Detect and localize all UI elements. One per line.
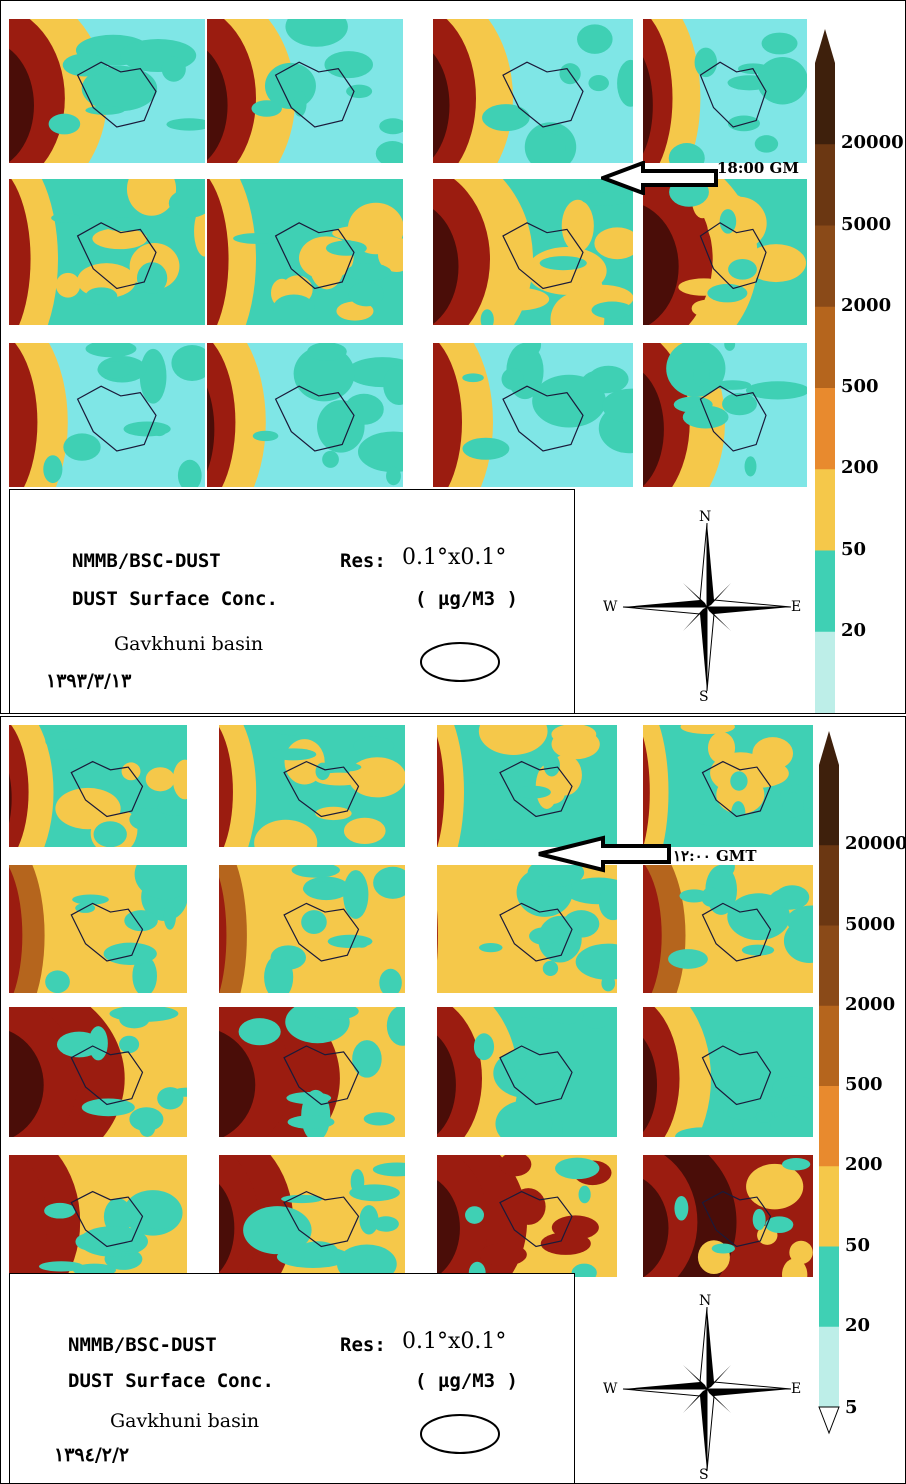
dust-map-thumbnail [219,1007,405,1137]
product-name: DUST Surface Conc. [68,1370,274,1392]
scale-tick-label: 50 [845,1234,871,1256]
scale-tick-label: 5000 [845,913,896,935]
dust-map-thumbnail [437,865,617,993]
dust-map-thumbnail [643,865,813,993]
dust-map-thumbnail [207,343,403,487]
dust-map-thumbnail [9,19,205,163]
dust-map-thumbnail [643,1155,813,1277]
compass-e: E [791,599,802,615]
color-bar [818,731,840,1435]
dust-map-thumbnail [643,179,807,325]
dust-map-thumbnail [437,725,617,847]
compass-icon [622,522,792,692]
basin-ellipse-icon [420,1414,500,1454]
scale-tick-label: 500 [845,1074,883,1095]
dust-map-thumbnail [433,343,633,487]
scale-tick-label: 500 [841,376,879,397]
scale-tick-label: 2000 [845,993,896,1015]
dust-map-thumbnail [9,179,205,325]
dust-map-thumbnail [207,19,403,163]
unit-label: ( µg/M3 ) [415,1370,518,1392]
legend-box-1: NMMB/BSC-DUST Res: 0.1°x0.1° DUST Surfac… [9,489,575,713]
dust-map-thumbnail [643,1007,813,1137]
unit-label: ( µg/M3 ) [415,588,518,610]
forecast-panel-2: ١٢:٠٠ GMT NMMB/BSC-DUST Res: 0.1°x0.1° D… [0,716,906,1484]
pointer-arrow-icon [538,835,671,873]
compass-n: N [699,1293,712,1309]
dust-map-thumbnail [219,865,405,993]
basin-ellipse-icon [420,642,500,682]
dust-map-thumbnail [433,19,633,163]
basin-label: Gavkhuni basin [110,1410,260,1432]
scale-tick-label: 2000 [841,294,892,316]
scale-tick-label: 200 [841,457,879,479]
scale-tick-label: 5000 [841,213,892,235]
resolution-value: 0.1°x0.1° [402,1329,507,1354]
dust-map-thumbnail [219,725,405,847]
compass-n: N [699,509,712,525]
dust-map-thumbnail [643,725,813,847]
color-bar [815,29,835,713]
dust-map-thumbnail [9,1007,187,1137]
pointer-arrow-icon [601,161,718,195]
dust-map-thumbnail [643,19,807,163]
resolution-value: 0.1°x0.1° [402,545,507,570]
dust-map-thumbnail [9,1155,187,1277]
dust-map-thumbnail [9,725,187,847]
compass-e: E [791,1381,802,1397]
model-name: NMMB/BSC-DUST [72,550,221,572]
scale-tick-label: 20 [841,619,867,641]
resolution-label: Res: [340,550,386,572]
color-scale-2: 20000 5000 2000 500 200 50 20 5 [813,717,906,1483]
scale-tick-label: 20000 [845,833,906,855]
legend-box-2: NMMB/BSC-DUST Res: 0.1°x0.1° DUST Surfac… [9,1273,575,1483]
dust-map-thumbnail [433,179,633,325]
dust-map-thumbnail [9,343,205,487]
compass-s: S [699,689,709,705]
compass-rose-2: N S W E [597,1291,807,1483]
dust-map-thumbnail [437,1155,617,1277]
time-label-2: ١٢:٠٠ GMT [673,847,757,865]
scale-tick-label: 20000 [841,132,904,154]
compass-s: S [699,1467,709,1483]
scale-tick-label: 200 [845,1154,883,1176]
compass-w: W [603,599,618,615]
scale-tick-label: 5 [845,1397,858,1418]
date-label: ١٣٩٣/٣/١٣ [46,670,132,692]
dust-map-thumbnail [643,343,807,487]
compass-icon [622,1306,792,1472]
basin-label: Gavkhuni basin [114,633,264,655]
scale-tick-label: 50 [841,538,867,560]
compass-rose-1: N S W E [597,507,807,707]
dust-map-thumbnail [219,1155,405,1277]
date-label: ١٣٩٤/٢/٢ [54,1444,130,1466]
resolution-label: Res: [340,1334,386,1356]
compass-w: W [603,1381,618,1397]
dust-map-thumbnail [9,865,187,993]
time-label-1: 18:00 GM [717,159,799,177]
product-name: DUST Surface Conc. [72,588,278,610]
forecast-panel-1: 18:00 GM NMMB/BSC-DUST Res: 0.1°x0.1° DU… [0,0,906,714]
dust-map-thumbnail [437,1007,617,1137]
color-scale-1: 20000 5000 2000 500 200 50 20 [809,1,905,713]
scale-tick-label: 20 [845,1314,871,1336]
dust-map-thumbnail [207,179,403,325]
model-name: NMMB/BSC-DUST [68,1334,217,1356]
